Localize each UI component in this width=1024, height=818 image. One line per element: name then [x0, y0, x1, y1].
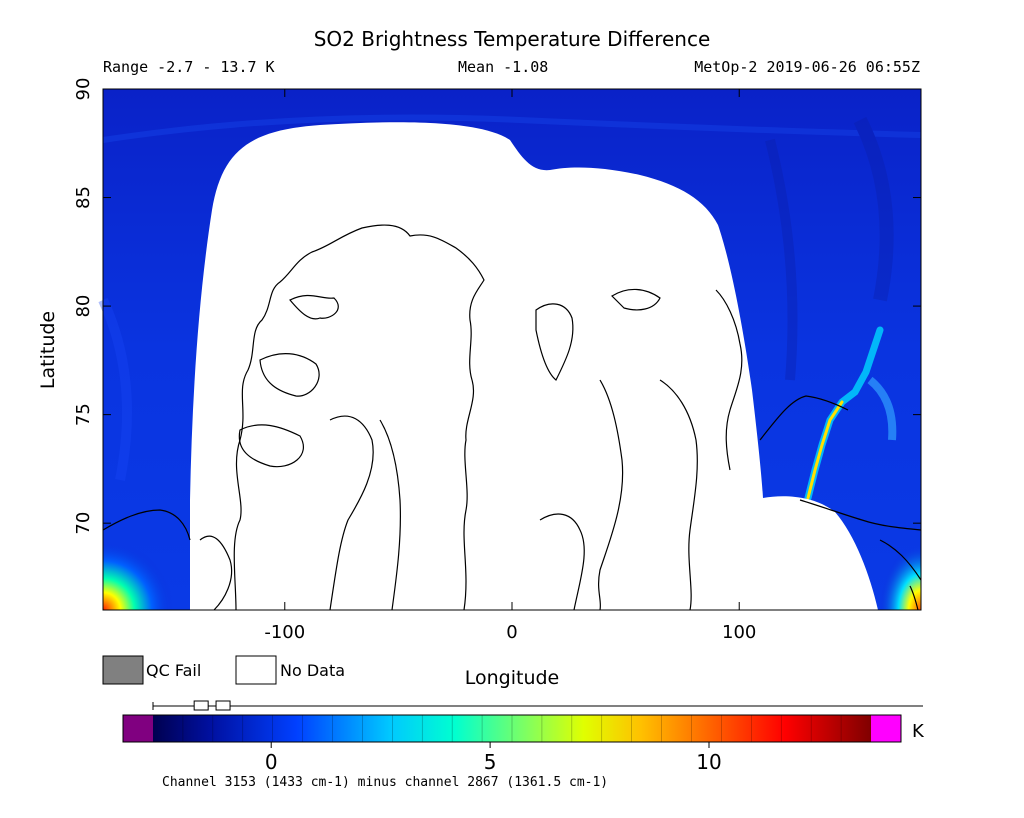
y-tick-label: 90: [73, 78, 94, 101]
colorbar-tick-label: 10: [696, 750, 721, 774]
colorbar: K 0 5 10 Channel 3153 (1433 cm-1) minus ch…: [122, 700, 925, 790]
hotspot-left: [103, 540, 173, 610]
coastlines: [102, 224, 922, 611]
x-tick-label: 100: [722, 622, 756, 643]
hotspot-right: [880, 545, 921, 610]
y-axis: 70 75 80 85 90: [73, 78, 921, 535]
legend-no-data-label: No Data: [280, 661, 345, 680]
legend-qc-fail-label: QC Fail: [146, 661, 201, 680]
y-tick-label: 75: [73, 403, 94, 426]
colorbar-tick-label: 5: [484, 750, 497, 774]
so2-arc-feature: [804, 326, 897, 502]
legend-qc-fail-swatch: [102, 655, 144, 685]
y-tick-label: 70: [73, 512, 94, 535]
legend-no-data-swatch: [235, 655, 277, 685]
colorbar-under-swatch: [123, 715, 153, 742]
colorbar-slider-handle-max[interactable]: [215, 700, 231, 711]
source-label: MetOp-2 2019-06-26 06:55Z: [694, 58, 920, 76]
field-texture: [98, 114, 922, 481]
x-axis-label: Longitude: [465, 667, 560, 689]
colorbar-gradient: [153, 715, 871, 742]
x-tick-label: -100: [264, 622, 305, 643]
colorbar-tick-label: 0: [265, 750, 278, 774]
x-tick-label: 0: [506, 622, 517, 643]
range-label: Range -2.7 - 13.7 K: [103, 58, 275, 76]
colorbar-ticks: 0 5 10: [265, 742, 722, 774]
colorbar-frame: [122, 714, 902, 743]
y-axis-label: Latitude: [37, 311, 59, 389]
colorbar-over-swatch: [871, 715, 901, 742]
mean-label: Mean -1.08: [458, 58, 548, 76]
y-tick-label: 85: [73, 186, 94, 209]
x-axis: -100 0 100: [264, 89, 756, 643]
colorbar-caption: Channel 3153 (1433 cm-1) minus channel 2…: [162, 775, 608, 790]
colorbar-slider-handle-min[interactable]: [193, 700, 209, 711]
y-tick-label: 80: [73, 295, 94, 318]
chart-title: SO2 Brightness Temperature Difference: [314, 27, 711, 51]
colorbar-step-lines: [182, 715, 842, 742]
legend: QC Fail No Data: [102, 655, 345, 685]
no-data-swath: [190, 122, 878, 610]
colorbar-unit: K: [912, 721, 925, 742]
heatmap-plot-area: [98, 88, 922, 611]
